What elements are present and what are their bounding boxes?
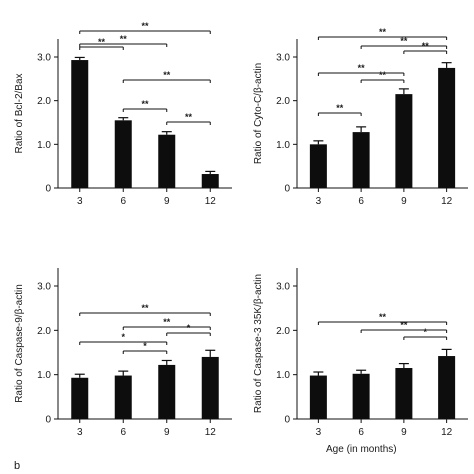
significance-label: ** [379, 312, 387, 322]
y-tick-label: 0 [45, 184, 51, 195]
significance-label: ** [98, 37, 106, 47]
bar-3 [309, 375, 327, 419]
bar-9 [395, 368, 413, 419]
significance-label: * [121, 332, 125, 342]
bar-9 [158, 134, 176, 188]
significance-label: ** [358, 63, 366, 73]
significance-label: ** [163, 70, 171, 80]
y-tick-label: 3.0 [37, 53, 51, 64]
y-axis-label: Ratio of Cyto-C/β-actin [253, 63, 264, 164]
bar-3 [71, 60, 89, 188]
significance-label: ** [120, 34, 128, 44]
x-tick-label: 12 [441, 196, 453, 207]
y-tick-label: 0 [45, 415, 51, 426]
significance-label: ** [379, 27, 387, 37]
significance-label: ** [141, 99, 149, 109]
y-tick-label: 3.0 [276, 282, 290, 293]
significance-label: ** [336, 103, 344, 113]
bar-12 [201, 174, 219, 188]
y-tick-label: 0 [284, 184, 290, 195]
x-tick-label: 6 [358, 427, 364, 438]
bar-9 [158, 364, 176, 419]
significance-label: ** [163, 317, 171, 327]
y-axis-label: Ratio of Bcl-2/Bax [14, 73, 25, 153]
x-tick-label: 3 [316, 427, 322, 438]
y-axis-label: Ratio of Caspase-9/β-actin [14, 284, 25, 403]
y-axis-label: Ratio of Caspase-3 35K/β-actin [253, 274, 264, 413]
shared-x-axis-label: Age (in months) [326, 444, 397, 455]
x-tick-label: 9 [164, 427, 170, 438]
x-tick-label: 6 [358, 196, 364, 207]
x-tick-label: 3 [77, 427, 83, 438]
y-tick-label: 1.0 [37, 140, 51, 151]
significance-label: ** [400, 36, 408, 46]
y-tick-label: 2.0 [276, 326, 290, 337]
x-tick-label: 12 [205, 427, 217, 438]
y-tick-label: 3.0 [37, 282, 51, 293]
y-tick-label: 3.0 [276, 53, 290, 64]
significance-label: ** [379, 70, 387, 80]
bar-6 [114, 120, 132, 188]
significance-label: * [187, 323, 191, 333]
significance-label: ** [141, 303, 149, 313]
x-tick-label: 12 [441, 427, 453, 438]
bar-3 [71, 377, 89, 419]
y-tick-label: 2.0 [37, 96, 51, 107]
bar-6 [114, 375, 132, 419]
x-tick-label: 6 [120, 196, 126, 207]
bar-9 [395, 94, 413, 188]
significance-label: ** [400, 320, 408, 330]
significance-label: ** [185, 112, 193, 122]
x-tick-label: 3 [77, 196, 83, 207]
panel-label: b [14, 460, 20, 472]
y-tick-label: 2.0 [37, 326, 51, 337]
x-tick-label: 3 [316, 196, 322, 207]
bar-12 [438, 67, 456, 188]
chart-panel-3: 0 1.0 2.0 3.0 Ratio of Caspase-9/β-actin 3 6 9 1… [14, 268, 232, 438]
bar-6 [352, 132, 370, 188]
x-tick-label: 9 [401, 427, 407, 438]
significance-label: ** [422, 41, 430, 51]
significance-label: * [143, 341, 147, 351]
bar-3 [309, 144, 327, 188]
bar-12 [201, 356, 219, 419]
y-tick-label: 1.0 [276, 140, 290, 151]
x-tick-label: 9 [164, 196, 170, 207]
significance-label: ** [141, 21, 149, 31]
y-tick-label: 1.0 [37, 370, 51, 381]
y-tick-label: 1.0 [276, 370, 290, 381]
x-tick-label: 6 [120, 427, 126, 438]
significance-label: * [423, 327, 427, 337]
chart-panel-2: 0 1.0 2.0 3.0 Ratio of Cyto-C/β-actin 3 6 9 12 **… [253, 27, 468, 207]
y-tick-label: 2.0 [276, 96, 290, 107]
y-tick-label: 0 [284, 415, 290, 426]
x-tick-label: 9 [401, 196, 407, 207]
bar-12 [438, 356, 456, 419]
bar-6 [352, 373, 370, 419]
chart-panel-4: 0 1.0 2.0 3.0 Ratio of Caspase-3 35K/β-actin… [253, 268, 468, 438]
x-tick-label: 12 [205, 196, 217, 207]
chart-panel-1: 0 1.0 2.0 3.0 Ratio of Bcl-2/Bax 3 6 9 12 ** ** ** *… [14, 21, 232, 207]
